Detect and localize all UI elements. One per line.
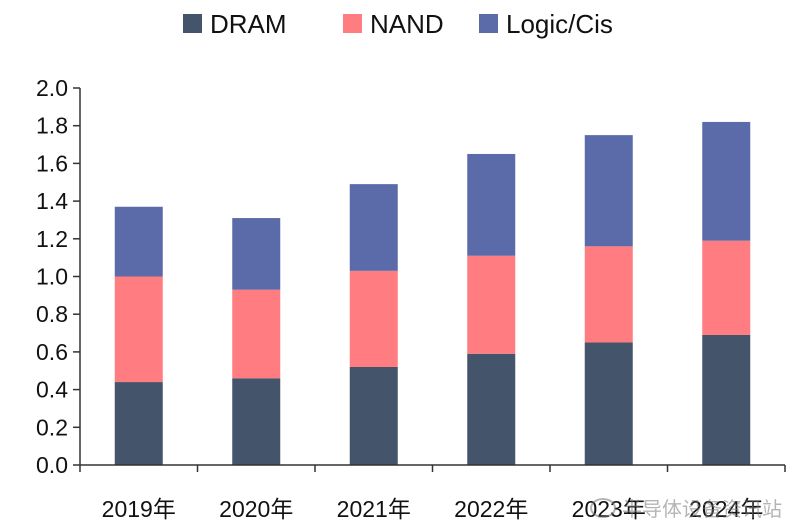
bar-segment [584,342,633,465]
bar-segment [702,334,751,465]
watermark-text: 半导体设备资讯站 [622,497,782,521]
bar-segment [349,184,398,271]
legend-swatch [479,14,498,33]
bar-segment [584,135,633,247]
legend-label: Logic/Cis [506,9,613,39]
bars [114,121,751,465]
bar-segment [467,153,516,256]
watermark: 半导体设备资讯站 [590,493,782,522]
y-tick-label: 0.4 [36,377,68,403]
x-tick-label: 2019年 [102,496,176,522]
y-tick-label: 0.8 [36,301,68,327]
y-tick-label: 1.6 [36,150,68,176]
y-tick-label: 1.2 [36,226,68,252]
bar-segment [702,121,751,241]
legend-swatch [183,14,202,33]
y-tick-label: 0.0 [36,452,68,478]
bar-segment [114,276,163,383]
y-tick-label: 1.8 [36,113,68,139]
y-axis: 0.0 0.2 0.4 0.6 0.8 1.0 1.2 1.4 1.6 1.8 2.0 [36,75,81,478]
x-tick-label: 2024年 [689,496,763,522]
bar-segment [349,270,398,367]
bar-segment [584,246,633,343]
bar-segment [702,240,751,335]
x-tick-label: 2021年 [337,496,411,522]
y-tick-label: 2.0 [36,75,68,101]
bar-segment [467,255,516,354]
y-tick-label: 0.6 [36,339,68,365]
bar-segment [114,206,163,277]
bar-segment [349,366,398,465]
bar-segment [232,218,281,290]
legend-label: NAND [370,9,444,39]
y-tick-label: 0.2 [36,414,68,440]
bar-segment [232,378,281,465]
x-axis: 2019年 2020年 2021年 2022年 2023年 2024年 [79,464,786,522]
legend-label: DRAM [210,9,287,39]
legend: DRAM NAND Logic/Cis [183,9,613,39]
y-tick-label: 1.0 [36,264,68,290]
bar-segment [232,289,281,379]
x-tick-label: 2020年 [219,496,293,522]
y-tick-label: 1.4 [36,188,68,214]
bar-segment [467,353,516,465]
chat-bubble-icon [590,497,616,518]
x-tick-label: 2022年 [454,496,528,522]
bar-segment [114,382,163,465]
legend-swatch [343,14,362,33]
